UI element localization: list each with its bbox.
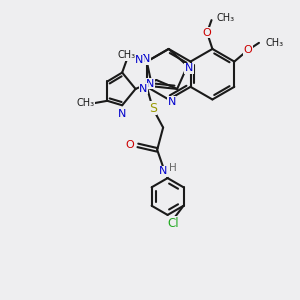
Text: N: N [139, 84, 148, 94]
Text: CH₃: CH₃ [266, 38, 284, 48]
Text: Cl: Cl [167, 217, 179, 230]
Text: S: S [149, 102, 157, 115]
Text: N: N [185, 63, 193, 73]
Text: N: N [167, 97, 176, 107]
Text: O: O [203, 28, 212, 38]
Text: CH₃: CH₃ [77, 98, 95, 108]
Text: N: N [146, 79, 155, 89]
Text: N: N [159, 166, 168, 176]
Text: CH₃: CH₃ [217, 13, 235, 23]
Text: N: N [135, 55, 143, 65]
Text: CH₃: CH₃ [118, 50, 136, 60]
Text: H: H [169, 163, 177, 173]
Text: O: O [243, 45, 252, 55]
Text: O: O [125, 140, 134, 150]
Text: N: N [118, 109, 126, 119]
Text: N: N [142, 54, 150, 64]
